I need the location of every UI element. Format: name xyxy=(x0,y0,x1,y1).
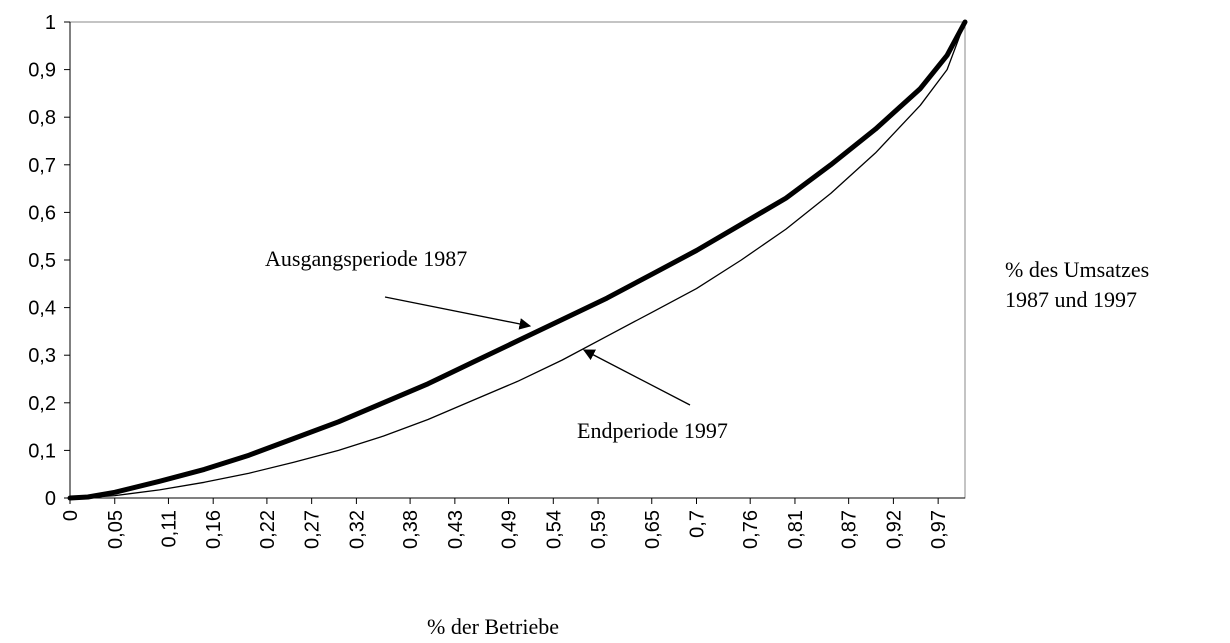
x-axis-title: % der Betriebe xyxy=(427,614,559,639)
x-tick-label: 0,11 xyxy=(158,510,180,547)
series-label: Ausgangsperiode 1987 xyxy=(265,246,467,271)
x-tick-label: 0,87 xyxy=(839,510,861,549)
y-tick-label: 0,8 xyxy=(28,107,56,129)
line-series xyxy=(67,19,968,501)
y-tick-label: 0,5 xyxy=(28,250,56,272)
x-tick-label: 0,27 xyxy=(302,510,324,549)
x-tick-label: 0,38 xyxy=(400,510,422,549)
x-tick-label: 0,05 xyxy=(105,510,127,549)
y-tick-label: 0,1 xyxy=(28,440,56,462)
annotation-arrow xyxy=(582,349,691,406)
y-tick-label: 0,4 xyxy=(28,298,56,320)
annotation-arrow xyxy=(384,296,532,330)
y-tick-label: 1 xyxy=(45,12,56,34)
x-tick-label: 0,97 xyxy=(928,510,950,549)
line-series xyxy=(69,21,966,499)
x-tick-label: 0,59 xyxy=(588,510,610,549)
plot-area xyxy=(69,21,966,499)
x-tick-label: 0 xyxy=(60,510,82,521)
y-axis-title: % des Umsatzes xyxy=(1005,257,1149,282)
y-axis-title: 1987 und 1997 xyxy=(1005,287,1137,312)
y-tick-label: 0,2 xyxy=(28,393,56,415)
x-tick-label: 0,81 xyxy=(785,510,807,549)
x-tick-label: 0,49 xyxy=(499,510,521,549)
x-tick-label: 0,43 xyxy=(445,510,467,549)
y-tick-label: 0,7 xyxy=(28,155,56,177)
x-tick-label: 0,22 xyxy=(257,510,279,549)
x-tick-label: 0,16 xyxy=(203,510,225,549)
x-tick-label: 0,92 xyxy=(883,510,905,549)
x-tick-label: 0,76 xyxy=(740,510,762,549)
x-tick-label: 0,65 xyxy=(642,510,664,549)
y-tick-label: 0,3 xyxy=(28,345,56,367)
y-tick-label: 0,6 xyxy=(28,202,56,224)
y-tick-label: 0 xyxy=(45,488,56,510)
x-tick-label: 0,54 xyxy=(543,510,565,549)
x-tick-label: 0,7 xyxy=(687,510,709,538)
y-tick-label: 0,9 xyxy=(28,60,56,82)
x-tick-label: 0,32 xyxy=(346,510,368,549)
series-label: Endperiode 1997 xyxy=(577,418,728,443)
